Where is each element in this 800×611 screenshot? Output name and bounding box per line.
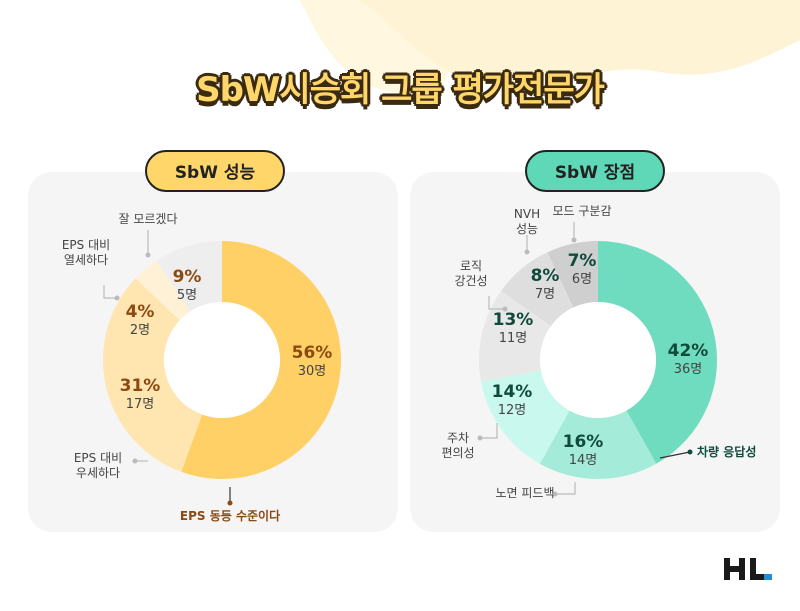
slice-count-label: 7명 — [535, 287, 555, 302]
leader-dot — [502, 306, 508, 312]
leader-line — [488, 296, 505, 310]
leader-dot — [571, 237, 577, 243]
slice-count-label: 5명 — [177, 288, 197, 303]
donut-slice — [501, 252, 574, 327]
background-blob — [300, 0, 800, 94]
leader-line — [480, 423, 498, 439]
slice-percent-label: 7% — [568, 251, 597, 271]
leader-line — [103, 285, 117, 299]
donut-slice — [135, 260, 191, 321]
slice-category-label: 주차 편의성 — [441, 431, 474, 460]
slice-percent-label: 4% — [126, 302, 155, 322]
leader-dot — [227, 500, 233, 506]
donut-slice — [102, 278, 203, 472]
slice-count-label: 36명 — [674, 362, 703, 377]
donut-hole — [540, 302, 656, 418]
slice-percent-label: 13% — [493, 310, 534, 330]
slice-category-label: EPS 동등 수준이다 — [180, 508, 280, 523]
leader-line — [659, 451, 691, 459]
leader-line — [555, 482, 576, 495]
slice-category-label: 로직 강건성 — [454, 259, 487, 288]
slice-percent-label: 16% — [563, 432, 604, 452]
donut-slice — [547, 241, 598, 308]
slice-percent-label: 31% — [120, 376, 161, 396]
leader-dot — [114, 295, 120, 301]
chart-title-advantages: SbW 장점 — [525, 150, 665, 192]
donut-slice — [479, 290, 551, 382]
slice-count-label: 6명 — [572, 272, 592, 287]
leader-dot — [687, 449, 693, 455]
leader-dot — [524, 249, 530, 255]
slice-category-label: 노면 피드백 — [495, 486, 554, 500]
donut-slice — [181, 241, 341, 479]
slice-count-label: 12명 — [498, 403, 527, 418]
slice-category-label: EPS 대비 열세하다 — [62, 238, 110, 267]
slice-count-label: 2명 — [130, 323, 150, 338]
leader-dot — [145, 252, 151, 258]
slice-percent-label: 56% — [292, 343, 333, 363]
leader-dot — [477, 435, 483, 441]
slice-count-label: 17명 — [126, 397, 155, 412]
donut-slice — [539, 410, 657, 479]
slice-category-label: EPS 대비 우세하다 — [74, 451, 122, 480]
slice-category-label: NVH 성능 — [514, 207, 540, 236]
slice-percent-label: 42% — [668, 341, 709, 361]
donut-slice — [598, 241, 717, 464]
slice-percent-label: 14% — [492, 382, 533, 402]
slice-count-label: 30명 — [298, 364, 327, 379]
hl-logo — [724, 558, 772, 580]
slice-count-label: 11명 — [499, 331, 528, 346]
chart-title-performance: SbW 성능 — [145, 150, 285, 192]
slice-count-label: 14명 — [569, 453, 598, 468]
page-title: SbW시승회 그룹 평가전문가 — [196, 70, 605, 110]
slice-percent-label: 8% — [531, 266, 560, 286]
leader-dot — [132, 458, 138, 464]
slice-category-label: 차량 응답성 — [697, 444, 756, 459]
leader-dot — [552, 491, 558, 497]
slice-category-label: 잘 모르겠다 — [118, 212, 177, 226]
slice-category-label: 모드 구분감 — [552, 204, 611, 218]
donut-hole — [164, 302, 280, 418]
slice-percent-label: 9% — [173, 267, 202, 287]
donut-slice — [156, 241, 222, 312]
donut-slice — [480, 370, 570, 464]
